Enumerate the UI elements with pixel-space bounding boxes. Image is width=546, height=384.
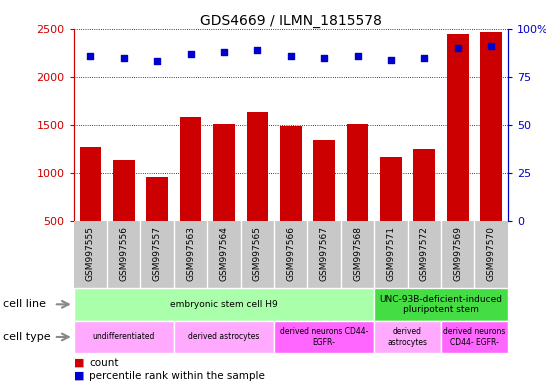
Text: GSM997555: GSM997555 — [86, 226, 95, 281]
Text: GSM997563: GSM997563 — [186, 226, 195, 281]
Point — [219, 49, 228, 55]
Point — [320, 55, 329, 61]
Bar — [180, 117, 201, 269]
Text: GSM997565: GSM997565 — [253, 226, 262, 281]
Bar — [174, 321, 274, 353]
Text: UNC-93B-deficient-induced
pluripotent stem: UNC-93B-deficient-induced pluripotent st… — [379, 295, 502, 314]
Bar — [113, 161, 135, 269]
Text: derived astrocytes: derived astrocytes — [188, 333, 260, 341]
Bar — [313, 140, 335, 269]
Text: GSM997570: GSM997570 — [486, 226, 496, 281]
Text: GSM997569: GSM997569 — [453, 226, 462, 281]
Point — [86, 53, 95, 59]
Text: cell line: cell line — [3, 299, 46, 310]
Bar — [480, 31, 502, 269]
Text: percentile rank within the sample: percentile rank within the sample — [89, 371, 265, 381]
Bar — [74, 288, 374, 321]
Text: GSM997571: GSM997571 — [387, 226, 395, 281]
Text: GSM997566: GSM997566 — [286, 226, 295, 281]
Bar — [374, 321, 441, 353]
Text: cell type: cell type — [3, 332, 50, 342]
Text: derived
astrocytes: derived astrocytes — [388, 327, 428, 347]
Text: GSM997557: GSM997557 — [153, 226, 162, 281]
Bar — [447, 33, 468, 269]
Point — [353, 53, 362, 59]
Point — [453, 45, 462, 51]
Text: ■: ■ — [74, 371, 84, 381]
Point — [120, 55, 128, 61]
Text: count: count — [89, 358, 118, 368]
Text: GSM997568: GSM997568 — [353, 226, 362, 281]
Bar — [280, 126, 301, 269]
Text: GSM997567: GSM997567 — [319, 226, 329, 281]
Bar — [347, 124, 369, 269]
Point — [253, 47, 262, 53]
Bar — [80, 147, 101, 269]
Bar — [380, 157, 402, 269]
Text: derived neurons CD44-
EGFR-: derived neurons CD44- EGFR- — [280, 327, 369, 347]
Point — [387, 56, 395, 63]
Point — [486, 43, 495, 49]
Bar — [274, 321, 374, 353]
Bar — [146, 177, 168, 269]
Bar — [74, 321, 174, 353]
Text: GSM997572: GSM997572 — [420, 226, 429, 281]
Text: ■: ■ — [74, 358, 84, 368]
Text: undifferentiated: undifferentiated — [93, 333, 155, 341]
Bar — [441, 321, 508, 353]
Bar — [374, 288, 508, 321]
Text: GSM997564: GSM997564 — [219, 226, 228, 281]
Point — [420, 55, 429, 61]
Bar — [213, 124, 235, 269]
Text: embryonic stem cell H9: embryonic stem cell H9 — [170, 300, 278, 309]
Text: GSM997556: GSM997556 — [119, 226, 128, 281]
Bar — [413, 149, 435, 269]
Text: derived neurons
CD44- EGFR-: derived neurons CD44- EGFR- — [443, 327, 506, 347]
Bar — [246, 112, 268, 269]
Point — [286, 53, 295, 59]
Point — [186, 51, 195, 57]
Point — [153, 58, 162, 65]
Title: GDS4669 / ILMN_1815578: GDS4669 / ILMN_1815578 — [200, 14, 382, 28]
